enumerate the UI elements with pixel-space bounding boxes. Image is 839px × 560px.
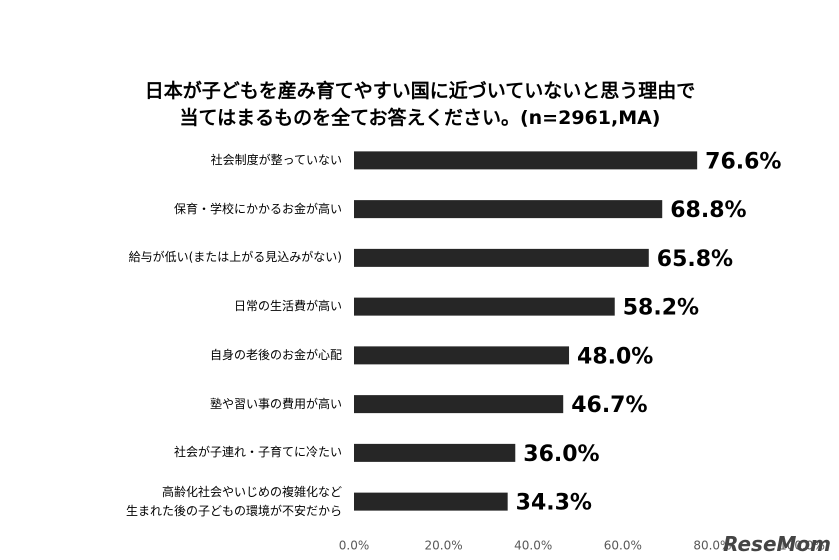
value-label: 68.8% — [670, 198, 746, 223]
value-label: 48.0% — [577, 344, 653, 369]
bar — [354, 443, 516, 462]
x-tick-label: 60.0% — [604, 539, 642, 553]
value-label: 36.0% — [523, 442, 599, 467]
x-tick-label: 20.0% — [425, 539, 463, 553]
y-tick-label: 社会が子連れ・子育てに冷たい — [173, 445, 342, 460]
chart-title: 日本が子どもを産み育てやすい国に近づいていないと思う理由で 当てはまるものを全て… — [144, 80, 696, 129]
value-label: 46.7% — [571, 393, 647, 418]
y-tick-label: 高齢化社会やいじめの複雑化など 生まれた後の子どもの環境が不安だから — [125, 484, 342, 518]
x-tick-label: 80.0% — [693, 539, 731, 553]
y-tick-label: 保育・学校にかかるお金が高い — [173, 201, 342, 216]
bar — [354, 200, 663, 219]
value-label: 76.6% — [705, 149, 781, 174]
x-tick-label: 0.0% — [339, 539, 370, 553]
bar — [354, 297, 615, 316]
y-tick-label: 給与が低い(または上がる見込みがない) — [128, 250, 342, 265]
x-tick-label: 100.0% — [779, 539, 825, 553]
bar — [354, 248, 649, 267]
y-tick-label: 自身の老後のお金が心配 — [209, 347, 342, 362]
y-tick-label: 日常の生活費が高い — [233, 299, 342, 314]
value-label: 34.3% — [516, 491, 592, 516]
value-label: 65.8% — [657, 247, 733, 272]
bar — [354, 346, 570, 365]
y-tick-label: 塾や習い事の費用が高い — [209, 396, 342, 411]
y-tick-label: 社会制度が整っていない — [210, 152, 342, 167]
bar — [354, 151, 698, 170]
bar — [354, 395, 564, 414]
x-tick-label: 40.0% — [514, 539, 552, 553]
bar — [354, 492, 508, 511]
value-label: 58.2% — [623, 296, 699, 321]
watermark: ReseMom — [723, 532, 831, 556]
